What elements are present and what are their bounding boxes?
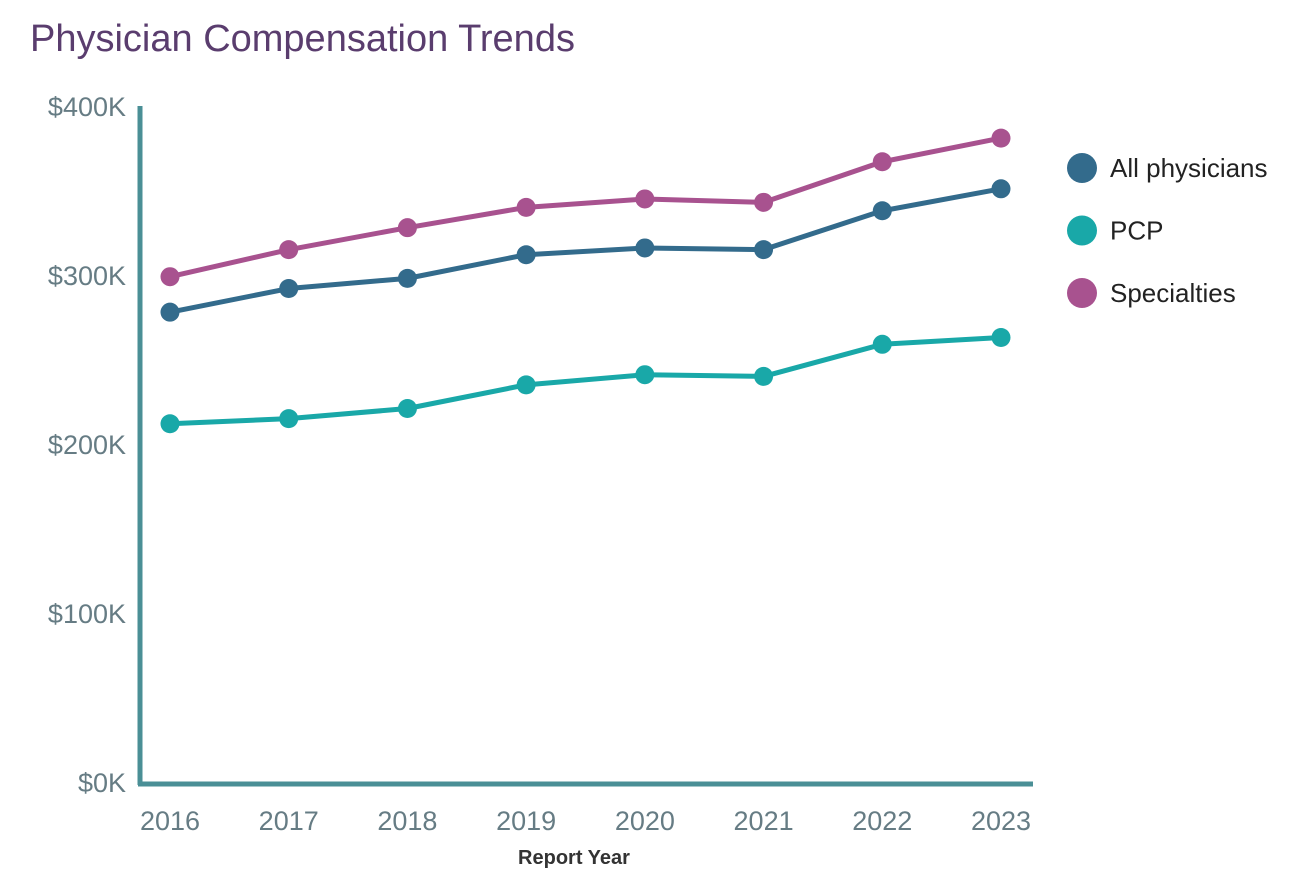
x-tick-label: 2019	[496, 806, 556, 836]
data-point	[754, 366, 774, 386]
data-point	[872, 201, 892, 221]
data-point	[279, 279, 299, 299]
legend-marker	[1067, 278, 1097, 308]
data-point	[991, 128, 1011, 148]
data-point	[635, 238, 655, 258]
data-point	[160, 414, 180, 434]
data-point	[991, 179, 1011, 199]
legend-marker	[1067, 153, 1097, 183]
legend-label: PCP	[1110, 216, 1163, 246]
legend-label: All physicians	[1110, 153, 1268, 183]
data-point	[635, 365, 655, 385]
data-point	[872, 334, 892, 354]
y-tick-label: $300K	[48, 261, 126, 291]
data-point	[754, 192, 774, 212]
data-point	[516, 375, 536, 395]
data-point	[160, 302, 180, 322]
legend-marker	[1067, 215, 1097, 246]
series-line-2	[169, 135, 1002, 280]
x-tick-label: 2017	[259, 806, 319, 836]
y-tick-label: $400K	[48, 92, 126, 122]
series-line-0	[169, 186, 1002, 315]
y-tick-label: $0K	[78, 768, 126, 798]
x-tick-label: 2022	[852, 806, 912, 836]
y-tick-label: $200K	[48, 430, 126, 460]
data-point	[991, 328, 1011, 348]
data-point	[635, 189, 655, 209]
chart-title: Physician Compensation Trends	[30, 18, 575, 60]
data-point	[754, 240, 774, 260]
data-point	[160, 267, 180, 287]
x-tick-label: 2021	[734, 806, 794, 836]
x-tick-label: 2016	[140, 806, 200, 836]
data-point	[279, 409, 299, 429]
data-point	[397, 268, 417, 288]
data-point	[872, 152, 892, 172]
data-point	[397, 399, 417, 419]
data-point	[516, 245, 536, 265]
x-tick-label: 2023	[971, 806, 1031, 836]
x-axis-label: Report Year	[518, 847, 630, 869]
y-tick-label: $100K	[48, 599, 126, 629]
data-point	[397, 218, 417, 238]
series-line-1	[169, 335, 1002, 427]
legend-label: Specialties	[1110, 278, 1236, 308]
data-point	[516, 197, 536, 217]
x-tick-label: 2020	[615, 806, 675, 836]
data-point	[279, 240, 299, 260]
x-tick-label: 2018	[377, 806, 437, 836]
